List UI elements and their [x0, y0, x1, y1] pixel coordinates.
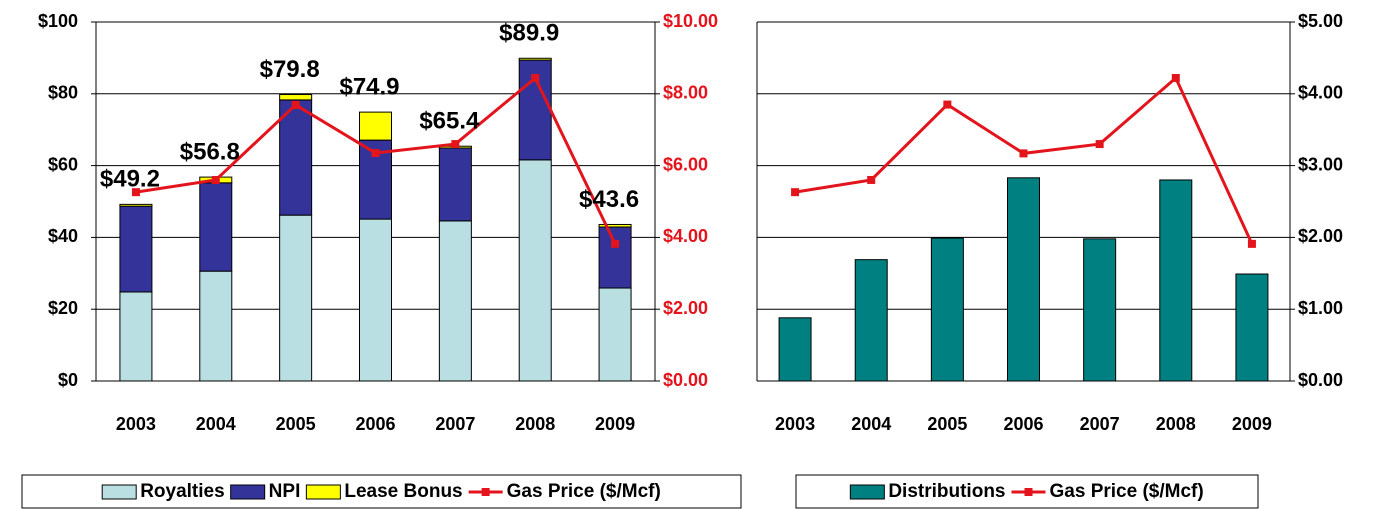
y2-tick-label: $6.00: [663, 154, 708, 174]
bar: [119, 205, 153, 293]
x-tick-label: 2007: [435, 414, 475, 434]
line-marker: [1095, 140, 1104, 149]
x-tick-label: 2005: [276, 414, 316, 434]
legend-swatch: [305, 484, 341, 500]
line-marker: [1171, 74, 1180, 83]
bar: [438, 147, 472, 222]
y-tick-label: $1.00: [1298, 298, 1343, 318]
bar: [598, 287, 632, 382]
bar: [598, 226, 632, 289]
legend-swatch: [849, 484, 885, 500]
legend-label: Gas Price ($/Mcf): [507, 481, 661, 502]
x-tick-label: 2006: [1003, 414, 1043, 434]
line-marker: [1019, 149, 1028, 158]
y2-tick-label: $8.00: [663, 83, 708, 103]
y-tick-label: $100: [38, 11, 78, 31]
line-marker: [611, 239, 620, 248]
x-tick-label: 2005: [927, 414, 967, 434]
legend-label: Royalties: [140, 481, 224, 502]
y-tick-label: $4.00: [1298, 83, 1343, 103]
bar: [438, 220, 472, 382]
legend-label: Lease Bonus: [344, 481, 462, 502]
bar: [359, 111, 392, 141]
y-tick-label: $60: [48, 154, 78, 174]
bar: [279, 214, 313, 382]
legend: [21, 474, 742, 509]
x-tick-label: 2009: [1232, 414, 1272, 434]
data-label: $79.8: [260, 56, 320, 83]
y-tick-label: $0: [58, 370, 78, 390]
data-label: $65.4: [419, 108, 480, 135]
bar: [518, 159, 552, 382]
data-label: $74.9: [339, 73, 399, 100]
bar: [778, 317, 812, 382]
legend-swatch: [101, 484, 137, 500]
y2-tick-label: $4.00: [663, 226, 708, 246]
bar: [199, 182, 233, 272]
line-marker: [943, 100, 952, 109]
x-tick-label: 2008: [1156, 414, 1196, 434]
bar: [279, 99, 313, 216]
data-label: $43.6: [579, 186, 639, 213]
bar: [199, 270, 233, 382]
x-tick-label: 2003: [775, 414, 815, 434]
bar: [119, 291, 153, 382]
bar: [854, 259, 888, 382]
y-tick-label: $20: [48, 298, 78, 318]
line-marker: [531, 74, 540, 83]
line-marker: [291, 100, 300, 109]
bar: [1083, 238, 1117, 382]
legend-swatch: [1024, 488, 1033, 496]
data-label: $56.8: [180, 138, 240, 165]
line-marker: [867, 175, 876, 184]
x-tick-label: 2007: [1080, 414, 1120, 434]
x-tick-label: 2009: [595, 414, 635, 434]
bar: [1159, 179, 1193, 382]
y-tick-label: $40: [48, 226, 78, 246]
legend-swatch: [230, 484, 266, 500]
x-tick-label: 2006: [355, 414, 395, 434]
legend-swatch: [481, 488, 490, 496]
legend-label: NPI: [269, 481, 301, 502]
line-marker: [211, 175, 220, 184]
data-label: $89.9: [499, 20, 559, 47]
line-marker: [791, 188, 800, 197]
y-tick-label: $3.00: [1298, 154, 1343, 174]
y-tick-label: $80: [48, 83, 78, 103]
x-tick-label: 2004: [196, 414, 236, 434]
x-tick-label: 2008: [515, 414, 555, 434]
x-tick-label: 2003: [116, 414, 156, 434]
line-marker: [371, 149, 380, 158]
bar: [279, 94, 313, 101]
bar: [1007, 177, 1040, 382]
bar: [930, 237, 964, 382]
bar: [119, 203, 153, 207]
y-tick-label: $5.00: [1298, 11, 1343, 31]
y-tick-label: $2.00: [1298, 226, 1343, 246]
y-tick-label: $0.00: [1298, 370, 1343, 390]
legend-label: Distributions: [888, 481, 1005, 502]
legend-label: Gas Price ($/Mcf): [1050, 481, 1204, 502]
line-marker: [131, 188, 140, 197]
bar: [518, 57, 552, 61]
line-marker: [451, 140, 460, 149]
bar: [598, 223, 632, 228]
y2-tick-label: $0.00: [663, 370, 708, 390]
y2-tick-label: $10.00: [663, 11, 718, 31]
x-tick-label: 2004: [851, 414, 891, 434]
y2-tick-label: $2.00: [663, 298, 708, 318]
bar: [359, 218, 392, 382]
data-label: $49.2: [100, 166, 160, 193]
bar: [1235, 273, 1269, 382]
line-marker: [1247, 239, 1256, 248]
